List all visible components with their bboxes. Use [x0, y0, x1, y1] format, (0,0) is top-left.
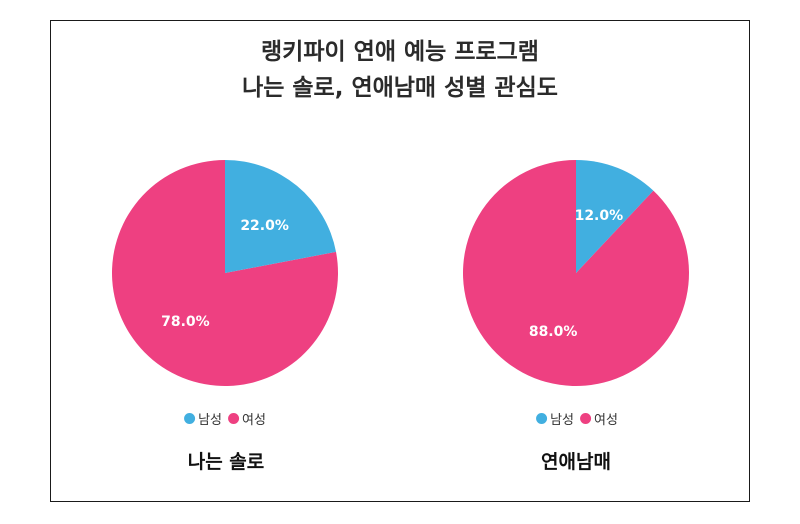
caption-siblings: 연애남매	[541, 451, 611, 473]
legend-nasolo: 남성 여성	[184, 408, 266, 428]
legend-item-female[interactable]: 여성	[228, 409, 266, 428]
slice-label-male: 22.0%	[240, 218, 289, 234]
slice-label-female: 88.0%	[529, 324, 578, 340]
female-dot-icon	[580, 412, 591, 424]
legend-label-male: 남성	[198, 412, 222, 428]
pie-slice-male[interactable]	[576, 160, 654, 273]
legend-label-male: 남성	[550, 412, 574, 428]
legend-item-male[interactable]: 남성	[536, 409, 574, 428]
slice-label-female: 78.0%	[161, 314, 210, 330]
pie-slice-female[interactable]	[112, 160, 339, 386]
title-line-2: 나는 솔로, 연애남매 성별 관심도	[242, 75, 558, 101]
caption-nasolo: 나는 솔로	[187, 451, 265, 473]
pie-slice-male[interactable]	[225, 160, 336, 273]
legend-item-female[interactable]: 여성	[580, 409, 618, 428]
slice-label-male: 12.0%	[575, 208, 624, 224]
chart-title: 랭키파이 연애 예능 프로그램 나는 솔로, 연애남매 성별 관심도	[0, 34, 800, 106]
pie-chart-nasolo: 22.0% 78.0%	[112, 160, 339, 386]
male-dot-icon	[536, 412, 548, 424]
legend-item-male[interactable]: 남성	[184, 409, 222, 428]
legend-siblings: 남성 여성	[536, 408, 618, 428]
title-line-1: 랭키파이 연애 예능 프로그램	[261, 39, 539, 65]
male-dot-icon	[184, 412, 196, 424]
legend-label-female: 여성	[594, 412, 618, 428]
pie-chart-siblings: 12.0% 88.0%	[463, 160, 690, 386]
legend-label-female: 여성	[242, 412, 266, 428]
pie-slice-female[interactable]	[463, 160, 690, 386]
female-dot-icon	[228, 412, 239, 424]
